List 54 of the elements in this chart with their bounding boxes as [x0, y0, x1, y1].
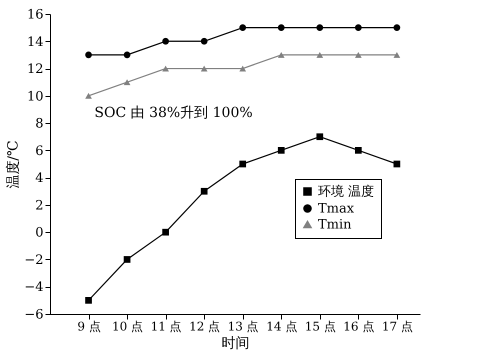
point — [239, 66, 246, 72]
x-tick-label: 17 点 — [382, 320, 413, 334]
point — [394, 160, 400, 168]
point — [85, 297, 92, 304]
point — [278, 24, 285, 31]
legend-label: Tmax — [318, 202, 355, 216]
x-tick-label: 9 点 — [77, 320, 101, 334]
legend-label: 环境 温度 — [318, 184, 374, 200]
point — [200, 188, 208, 195]
y-tick-label: 12 — [26, 62, 44, 78]
point — [162, 66, 169, 72]
x-tick-label: 16 点 — [343, 320, 374, 334]
x-tick-label: 15 点 — [304, 320, 336, 334]
point — [354, 52, 362, 58]
point — [278, 147, 285, 154]
y-tick-label: 10 — [26, 89, 44, 104]
point — [85, 52, 92, 58]
point — [124, 256, 130, 263]
point — [162, 228, 169, 236]
x-tick-label: 13 点 — [228, 320, 259, 334]
x-tick-label: 12 点 — [189, 320, 220, 334]
point — [354, 24, 362, 31]
legend-label: Tmin — [318, 218, 352, 232]
x-tick-label: 10 点 — [112, 320, 144, 334]
point — [200, 38, 208, 45]
y-tick-label: 16 — [26, 8, 44, 22]
point — [124, 52, 130, 58]
y-tick-label: 6 — [35, 144, 44, 159]
point — [239, 160, 246, 168]
point — [239, 24, 246, 31]
point — [316, 24, 324, 31]
point — [394, 52, 400, 58]
y-tick-label: 8 — [35, 116, 44, 132]
y-tick-label: 4 — [35, 171, 44, 186]
point — [316, 52, 324, 58]
y-tick-label: 14 — [26, 34, 44, 50]
point — [162, 38, 169, 45]
point — [278, 52, 285, 58]
y-tick-label: 2 — [35, 198, 44, 214]
x-axis-title: 时间 — [222, 336, 250, 352]
point — [394, 24, 400, 31]
annotation: SOC 由 38%升到 100% — [94, 105, 253, 121]
point — [316, 133, 324, 140]
point — [200, 66, 208, 72]
y-tick-label: 0 — [35, 226, 44, 241]
x-tick-label: 11 点 — [150, 320, 182, 334]
point — [124, 79, 130, 86]
y-tick-label: −4 — [24, 280, 44, 296]
point — [85, 92, 92, 99]
y-tick-label: −6 — [24, 308, 44, 322]
point — [354, 147, 362, 154]
x-tick-label: 14 点 — [266, 320, 298, 334]
y-axis-title: 温度/℃ — [5, 140, 22, 189]
y-tick-label: −2 — [24, 252, 44, 268]
